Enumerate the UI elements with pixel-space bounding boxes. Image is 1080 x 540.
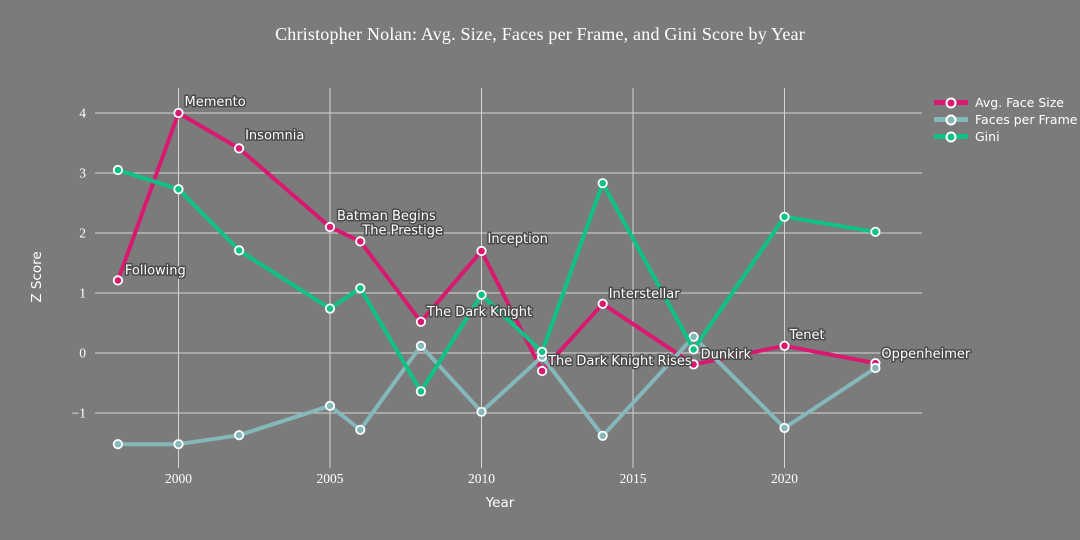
annotation-dunkirk: Dunkirk xyxy=(701,347,752,362)
data-point-faces-per-frame-2010 xyxy=(476,406,487,417)
legend-item-faces-per-frame[interactable]: Faces per Frame xyxy=(934,111,1077,128)
data-point-avg-face-size-2020 xyxy=(779,340,790,351)
x-axis-title: Year xyxy=(485,495,515,511)
annotation-batman-begins: Batman Begins xyxy=(337,209,436,224)
data-point-gini-2008 xyxy=(415,386,426,397)
legend-marker-avg-face-size xyxy=(934,97,968,108)
annotation-insomnia: Insomnia xyxy=(245,128,304,143)
data-point-avg-face-size-2017 xyxy=(688,359,699,370)
data-point-faces-per-frame-2014 xyxy=(597,430,608,441)
legend-marker-gini xyxy=(934,131,968,142)
data-point-faces-per-frame-2006 xyxy=(355,424,366,435)
legend-label-faces-per-frame: Faces per Frame xyxy=(975,112,1078,127)
data-point-gini-2020 xyxy=(779,211,790,222)
data-point-gini-2002 xyxy=(234,245,245,256)
legend-label-avg-face-size: Avg. Face Size xyxy=(975,95,1064,110)
y-tick-label-0: 0 xyxy=(79,346,86,361)
data-point-gini-2014 xyxy=(597,178,608,189)
data-point-faces-per-frame-2020 xyxy=(779,422,790,434)
series-line-gini xyxy=(115,168,878,394)
data-point-avg-face-size-2010 xyxy=(476,245,487,257)
series-line-faces-per-frame xyxy=(115,334,878,447)
data-point-faces-per-frame-2000 xyxy=(173,439,184,450)
data-point-avg-face-size-2005 xyxy=(324,221,336,233)
data-point-gini-2006 xyxy=(355,283,366,294)
legend-item-gini[interactable]: Gini xyxy=(934,128,1077,145)
legend-marker-dot-gini xyxy=(945,131,957,142)
annotation-following: Following xyxy=(125,263,186,278)
y-tick-label-1: 1 xyxy=(79,286,86,301)
data-point-gini-2000 xyxy=(173,184,184,195)
data-point-faces-per-frame-2008 xyxy=(415,340,426,351)
x-tick-label-2005: 2005 xyxy=(317,471,344,486)
legend-label-gini: Gini xyxy=(975,129,1000,144)
legend-marker-dot-faces-per-frame xyxy=(945,114,957,125)
data-point-faces-per-frame-1998 xyxy=(112,439,124,450)
y-tick-label-4: 4 xyxy=(79,106,86,121)
annotation-oppenheimer: Oppenheimer xyxy=(881,347,970,362)
x-tick-label-2015: 2015 xyxy=(620,471,647,486)
data-point-gini-2023 xyxy=(870,226,881,237)
legend-item-avg-face-size[interactable]: Avg. Face Size xyxy=(934,94,1077,111)
x-tick-label-2020: 2020 xyxy=(771,471,798,486)
data-point-faces-per-frame-2005 xyxy=(324,400,336,411)
data-point-avg-face-size-2012 xyxy=(536,365,548,377)
y-axis-title: Z Score xyxy=(29,251,45,303)
data-point-avg-face-size-2006 xyxy=(355,236,366,247)
annotation-tenet: Tenet xyxy=(789,328,825,343)
legend-marker-dot-avg-face-size xyxy=(945,97,957,108)
annotation-the-prestige: The Prestige xyxy=(361,223,443,238)
data-point-avg-face-size-2002 xyxy=(234,143,245,154)
data-point-faces-per-frame-2002 xyxy=(234,430,245,441)
data-point-avg-face-size-2000 xyxy=(173,107,184,119)
y-tick-label--1: −1 xyxy=(72,406,86,421)
chart-title: Christopher Nolan: Avg. Size, Faces per … xyxy=(275,24,805,44)
data-point-gini-2010 xyxy=(476,289,487,300)
data-point-avg-face-size-2014 xyxy=(597,298,608,309)
annotation-the-dark-knight-rises: The Dark Knight Rises xyxy=(547,354,692,369)
legend: Avg. Face Size Faces per Frame Gini xyxy=(934,94,1077,145)
x-tick-label-2010: 2010 xyxy=(468,471,495,486)
y-tick-label-3: 3 xyxy=(79,166,86,181)
data-point-avg-face-size-2008 xyxy=(415,316,426,327)
annotation-interstellar: Interstellar xyxy=(609,287,681,302)
annotation-inception: Inception xyxy=(488,232,548,247)
x-tick-label-2000: 2000 xyxy=(165,471,192,486)
data-point-gini-1998 xyxy=(112,164,124,176)
series-line-avg-face-size xyxy=(115,111,878,373)
annotation-the-dark-knight: The Dark Knight xyxy=(426,305,532,320)
data-point-gini-2005 xyxy=(324,303,336,314)
annotation-memento: Memento xyxy=(185,95,246,110)
legend-marker-faces-per-frame xyxy=(934,114,968,125)
data-point-avg-face-size-1998 xyxy=(112,275,124,286)
data-point-faces-per-frame-2023 xyxy=(870,362,881,374)
y-tick-label-2: 2 xyxy=(79,226,86,241)
data-point-gini-2017 xyxy=(688,344,699,355)
data-point-gini-2012 xyxy=(536,346,548,357)
data-point-faces-per-frame-2017 xyxy=(688,331,699,342)
